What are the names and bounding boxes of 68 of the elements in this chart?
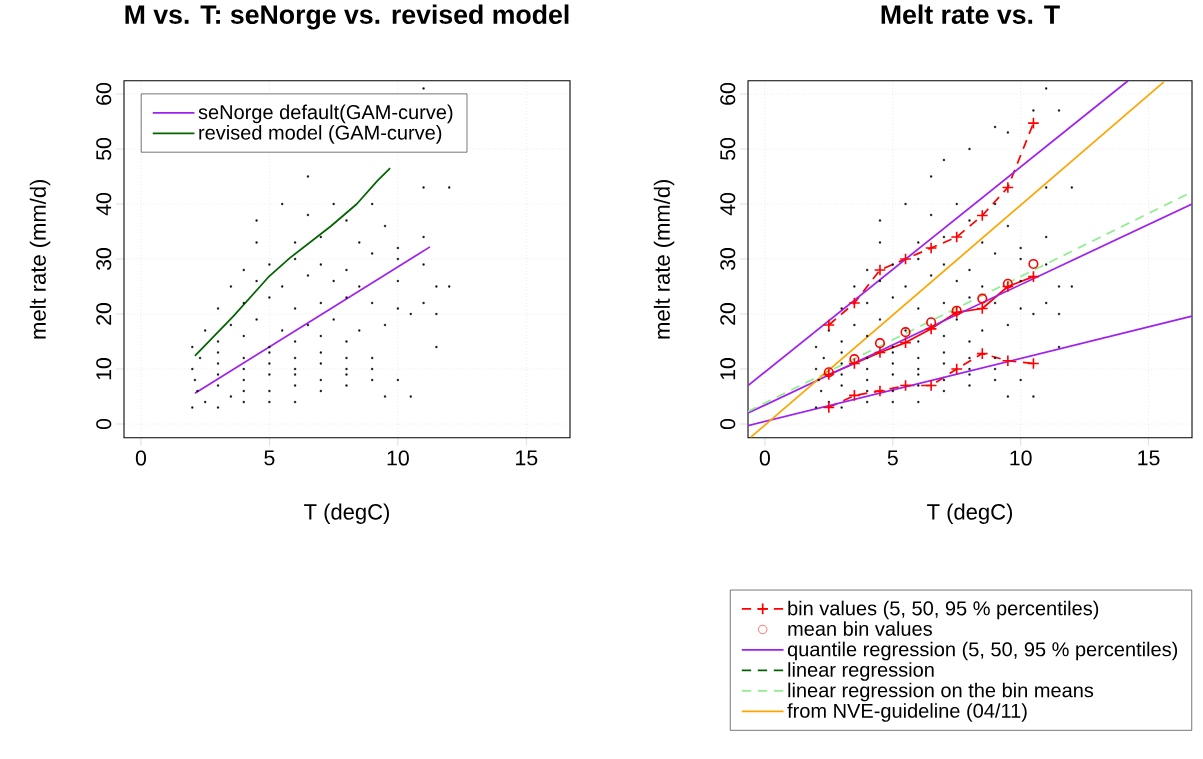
point: [1002, 278, 1013, 289]
legend-label: seNorge default(GAM-curve): [198, 104, 453, 124]
y-tick-label: 30: [96, 248, 112, 271]
point: [822, 318, 835, 332]
x-tick-label: 5: [264, 450, 275, 466]
point: [899, 379, 912, 392]
x-tick-label: 15: [1138, 450, 1160, 466]
legend-label: from NVE-guideline (04/11): [787, 703, 1027, 722]
point: [899, 336, 912, 349]
chart-title: Melt rate vs. T: [881, 4, 1060, 25]
point: [848, 357, 861, 370]
point: [899, 252, 912, 266]
point: [950, 362, 963, 376]
y-tick-label: 0: [96, 419, 112, 430]
point: [976, 302, 989, 315]
y-axis-title: melt rate (mm/d): [653, 180, 675, 339]
x-tick-label: 10: [1010, 450, 1032, 466]
y-tick-label: 10: [96, 358, 112, 380]
point: [950, 230, 963, 244]
point: [1001, 280, 1014, 293]
legend-label: bin values (5, 50, 95 % percentiles): [788, 600, 1099, 620]
point: [822, 401, 835, 414]
y-tick-label: 10: [720, 358, 736, 380]
legend-label: quantile regression (5, 50, 95 % percentiles): [787, 641, 1178, 661]
point: [900, 327, 911, 338]
point: [1001, 354, 1014, 367]
point: [977, 293, 988, 304]
point: [925, 241, 938, 255]
y-axis-title: melt rate (mm/d): [29, 180, 51, 339]
point: [1027, 117, 1040, 130]
point: [873, 384, 887, 398]
point: [1001, 181, 1014, 194]
x-tick-label: 0: [759, 450, 770, 466]
x-axis-title: T (degC): [927, 503, 1013, 525]
legend-label: linear regression on the bin means: [788, 682, 1094, 702]
y-tick-label: 20: [96, 303, 112, 325]
point: [1027, 270, 1040, 283]
point: [976, 347, 989, 360]
point: [926, 317, 937, 328]
point: [848, 389, 861, 402]
legend-label: revised model (GAM-curve): [199, 125, 442, 144]
x-tick-label: 5: [887, 450, 898, 466]
point: [976, 209, 989, 222]
y-tick-label: 30: [720, 248, 736, 271]
y-tick-label: 20: [720, 303, 736, 325]
legend-label: linear regression: [788, 662, 934, 681]
x-tick-label: 15: [516, 450, 538, 466]
point: [1027, 357, 1040, 370]
point: [925, 379, 938, 392]
y-tick-label: 50: [720, 138, 736, 161]
legend-label: mean bin values: [788, 621, 932, 636]
point: [873, 346, 887, 359]
y-tick-label: 60: [720, 83, 736, 105]
x-tick-label: 0: [135, 450, 147, 466]
point: [874, 338, 886, 349]
x-tick-label: 10: [387, 450, 409, 466]
chart-title: M vs. T: seNorge vs. revised model: [125, 4, 569, 30]
point: [1028, 258, 1039, 270]
point: [925, 322, 938, 336]
y-tick-label: 40: [720, 193, 736, 216]
point: [873, 263, 887, 277]
point: [848, 296, 861, 310]
line-series: [194, 167, 392, 357]
y-tick-label: 60: [96, 83, 112, 105]
y-tick-label: 40: [96, 193, 112, 216]
y-tick-label: 0: [720, 419, 736, 430]
y-tick-label: 50: [96, 138, 112, 161]
x-axis-title: T (degC): [304, 503, 389, 525]
